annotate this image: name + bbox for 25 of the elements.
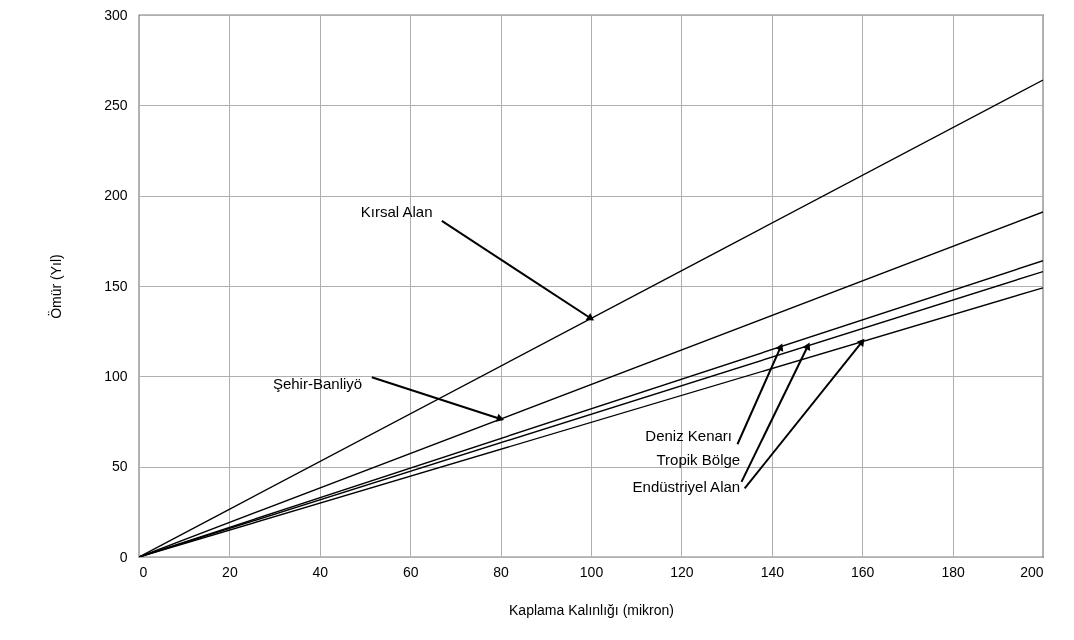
x-tick-label: 180 [941,563,965,580]
x-tick-label: 120 [670,563,694,580]
x-tick-label: 20 [222,563,238,580]
y-tick-label: 0 [119,548,128,565]
x-tick-label: 100 [579,563,604,580]
y-tick-label: 200 [104,187,128,204]
x-tick-label: 200 [1020,563,1044,580]
x-tick-label: 60 [402,563,419,580]
y-tick-label: 100 [104,367,128,384]
annotation: Tropik Bölge [656,450,741,468]
annotation: Deniz Kenarı [645,427,733,445]
x-axis-title: Kaplama Kalınlığı (mikron) [509,601,674,618]
y-tick-label: 300 [104,6,128,23]
annotation: Kırsal Alan [360,202,433,220]
annotation: Şehir-Banliyö [272,374,363,392]
x-tick-label: 40 [312,563,329,580]
x-tick-label: 160 [851,563,875,580]
y-tick-label: 50 [111,458,128,475]
y-tick-label: 250 [104,96,128,113]
x-tick-label: 80 [493,563,510,580]
y-tick-label: 150 [104,277,128,294]
annotation: Endüstriyel Alan [632,478,741,496]
x-tick-label: 140 [760,563,785,580]
y-axis-title: Ömür (Yıl) [47,254,65,319]
x-tick-label: 0 [139,563,148,580]
